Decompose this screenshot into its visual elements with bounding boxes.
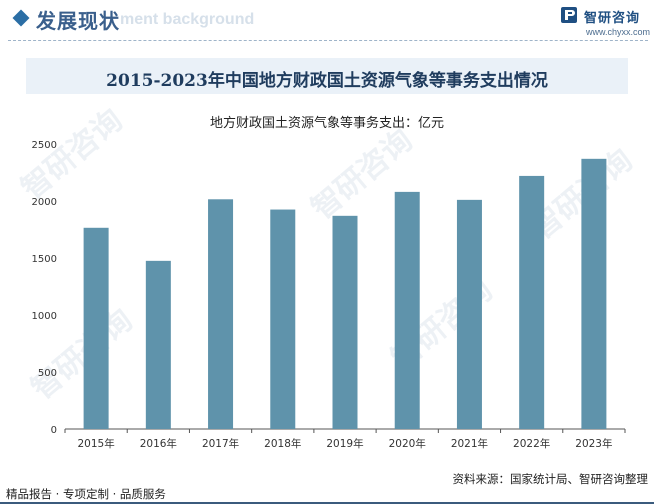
bar-4 xyxy=(332,215,358,429)
x-tick-label: 2017年 xyxy=(202,437,239,450)
footer-bar xyxy=(0,502,654,504)
x-tick-label: 2019年 xyxy=(326,437,363,450)
section-title: 发展现状 xyxy=(36,9,120,33)
y-tick-label: 1500 xyxy=(32,254,57,265)
x-tick-label: 2020年 xyxy=(389,437,426,450)
y-tick-label: 0 xyxy=(51,425,57,436)
x-tick-label: 2023年 xyxy=(575,437,612,450)
chart-title-band xyxy=(26,58,628,94)
bar-8 xyxy=(581,158,607,429)
x-tick-label: 2016年 xyxy=(140,437,177,450)
y-tick-label: 1000 xyxy=(32,311,57,322)
bar-5 xyxy=(394,191,420,429)
source-note: 资料来源：国家统计局、智研咨询整理 xyxy=(452,472,649,486)
brand-name: 智研咨询 xyxy=(584,11,641,26)
service-slogan: 精品报告 · 专项定制 · 品质服务 xyxy=(6,487,166,501)
x-tick-label: 2022年 xyxy=(513,437,550,450)
bar-3 xyxy=(270,209,296,429)
x-tick-label: 2018年 xyxy=(264,437,301,450)
y-tick-label: 2500 xyxy=(32,140,57,151)
brand-url: www.chyxx.com xyxy=(586,27,651,37)
bar-1 xyxy=(145,260,171,429)
brand-logo: 智研咨询 www.chyxx.com xyxy=(560,6,650,40)
x-tick-label: 2021年 xyxy=(451,437,488,450)
bar-6 xyxy=(456,199,482,429)
header-divider xyxy=(8,40,648,41)
brand-logo-icon xyxy=(561,7,577,23)
bar-7 xyxy=(519,175,545,429)
bar-0 xyxy=(83,227,109,429)
bar-2 xyxy=(208,199,234,429)
y-tick-label: 500 xyxy=(38,368,57,379)
chart-title: 2015-2023年中国地方财政国土资源气象等事务支出情况 xyxy=(106,71,548,91)
y-tick-label: 2000 xyxy=(32,197,57,208)
header: 发展现状 ment background 智研咨询 www.chyxx.com xyxy=(0,0,654,40)
series-unit-label: 地方财政国土资源气象等事务支出：亿元 xyxy=(209,116,444,131)
section-background-text: ment background xyxy=(120,11,255,28)
x-tick-label: 2015年 xyxy=(77,437,114,450)
